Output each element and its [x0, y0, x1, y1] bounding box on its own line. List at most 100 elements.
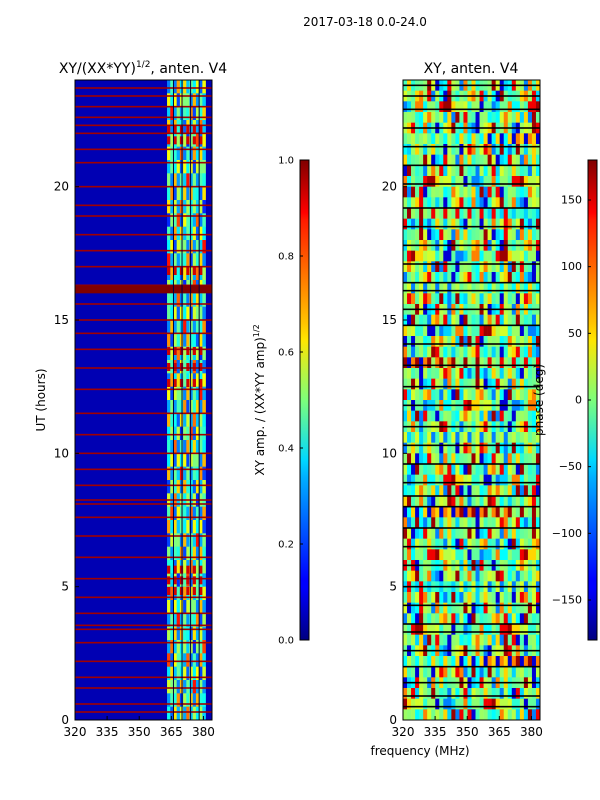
- left-heatmap-cell: [176, 200, 181, 214]
- left-xtick-label: 380: [192, 725, 215, 739]
- left-heatmap-cell: [202, 546, 206, 561]
- right-heatmap-cell: [407, 698, 412, 710]
- right-flagged-row: [403, 623, 540, 625]
- right-heatmap-cell: [487, 506, 492, 518]
- right-heatmap-cell: [443, 592, 448, 603]
- right-heatmap-cell: [535, 613, 540, 625]
- left-heatmap-cell: [176, 586, 181, 601]
- left-heatmap-cell: [173, 200, 177, 214]
- right-heatmap-cell: [531, 112, 537, 123]
- right-heatmap-cell: [491, 453, 496, 465]
- left-heatmap-cell: [202, 586, 206, 601]
- right-heatmap-cell: [427, 506, 432, 518]
- right-heatmap-cell: [451, 688, 456, 699]
- left-heatmap-cell: [170, 626, 174, 641]
- left-heatmap-hotspot: [186, 576, 190, 585]
- right-heatmap-cell: [487, 101, 492, 113]
- right-heatmap-cell: [427, 218, 432, 230]
- right-heatmap-cell: [447, 410, 452, 422]
- right-heatmap-cell: [471, 410, 476, 422]
- right-heatmap-cell: [471, 709, 476, 720]
- right-heatmap-cell: [491, 602, 496, 614]
- right-heatmap-cell: [519, 133, 525, 145]
- right-heatmap-cell: [431, 186, 436, 198]
- right-heatmap-cell: [495, 112, 501, 123]
- left-heatmap-cell: [170, 413, 174, 427]
- right-heatmap-cell: [455, 346, 460, 358]
- right-heatmap-cell: [483, 698, 488, 710]
- right-heatmap-cell: [483, 229, 488, 241]
- right-heatmap-cell: [459, 453, 464, 465]
- right-heatmap-cell: [475, 154, 480, 166]
- right-heatmap-cell: [503, 378, 509, 390]
- right-heatmap-cell: [435, 538, 440, 550]
- right-heatmap-cell: [451, 293, 456, 305]
- right-heatmap-cell: [527, 112, 533, 123]
- right-heatmap-cell: [439, 368, 444, 379]
- right-heatmap-cell: [471, 197, 476, 209]
- right-heatmap-cell: [503, 197, 509, 209]
- right-heatmap-cell: [519, 186, 525, 198]
- right-heatmap-cell: [487, 154, 492, 166]
- right-heatmap-cell: [519, 592, 525, 603]
- right-heatmap-cell: [499, 538, 505, 550]
- right-heatmap-cell: [495, 698, 501, 710]
- right-heatmap-cell: [415, 634, 420, 646]
- right-heatmap-cell: [427, 410, 432, 422]
- right-heatmap-cell: [423, 602, 428, 614]
- right-heatmap-cell: [419, 272, 424, 283]
- left-heatmap-cell: [167, 240, 171, 254]
- right-heatmap-cell: [455, 272, 460, 283]
- left-heatmap-hotspot: [186, 565, 190, 574]
- right-heatmap-cell: [463, 165, 468, 177]
- right-heatmap-cell: [535, 549, 540, 561]
- left-heatmap-cell: [186, 173, 190, 187]
- right-heatmap-cell: [451, 613, 456, 625]
- right-heatmap-cell: [459, 144, 464, 155]
- right-heatmap-cell: [471, 602, 476, 614]
- right-heatmap-cell: [479, 485, 484, 497]
- right-heatmap-cell: [403, 517, 408, 529]
- right-heatmap-cell: [467, 624, 472, 635]
- right-heatmap-cell: [495, 656, 501, 667]
- right-heatmap-cell: [483, 613, 488, 625]
- right-heatmap-cell: [515, 485, 521, 497]
- right-heatmap-cell: [527, 549, 533, 561]
- right-heatmap-cell: [495, 453, 501, 465]
- right-heatmap-cell: [451, 698, 456, 710]
- right-heatmap-cell: [443, 709, 448, 720]
- right-heatmap-cell: [415, 154, 420, 166]
- left-heatmap-cell: [167, 426, 171, 441]
- right-heatmap-cell: [531, 165, 537, 177]
- left-heatmap-cell: [173, 400, 177, 414]
- left-heatmap-cell: [176, 346, 181, 361]
- right-heatmap-cell: [455, 549, 460, 561]
- left-heatmap-cell: [170, 266, 174, 281]
- left-saturated-row: [75, 452, 212, 455]
- right-heatmap-cell: [519, 666, 525, 678]
- left-heatmap-cell: [170, 520, 174, 534]
- right-heatmap-cell: [407, 464, 412, 475]
- right-heatmap-cell: [527, 506, 533, 518]
- right-heatmap-cell: [459, 474, 464, 486]
- right-heatmap-cell: [507, 282, 513, 294]
- left-heatmap-cell: [195, 333, 200, 347]
- right-heatmap-cell: [519, 336, 525, 347]
- right-heatmap-cell: [487, 325, 492, 337]
- right-heatmap-cell: [519, 410, 525, 422]
- left-heatmap-cell: [192, 333, 197, 347]
- left-heatmap-cell: [173, 600, 177, 614]
- right-heatmap-cell: [483, 453, 488, 465]
- right-heatmap-cell: [475, 453, 480, 465]
- right-heatmap-cell: [531, 154, 537, 166]
- right-heatmap-cell: [519, 218, 525, 230]
- left-saturated-row: [75, 265, 212, 268]
- right-heatmap-cell: [491, 464, 496, 475]
- right-heatmap-cell: [495, 133, 501, 145]
- right-heatmap-cell: [431, 346, 436, 358]
- right-heatmap-cell: [443, 666, 448, 678]
- right-heatmap-cell: [435, 336, 440, 347]
- right-heatmap-cell: [535, 453, 540, 465]
- right-heatmap-cell: [531, 218, 537, 230]
- left-heatmap-cell: [186, 533, 190, 547]
